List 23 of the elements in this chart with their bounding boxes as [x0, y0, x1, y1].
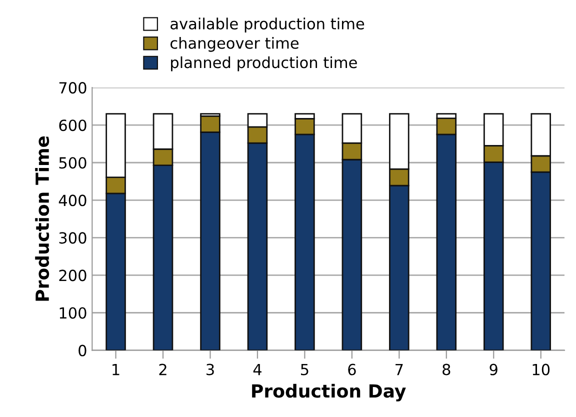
x-axis-title: Production Day: [252, 384, 406, 402]
legend-label: changeover time: [170, 37, 299, 52]
x-tick-label: 3: [206, 364, 214, 376]
y-tick-label: 600: [59, 120, 86, 132]
y-tick-label: 100: [60, 307, 86, 319]
y-tick-label: 200: [59, 270, 86, 282]
y-tick-label: 0: [78, 344, 86, 356]
y-tick-label: 700: [59, 82, 86, 94]
x-tick-label: 6: [348, 364, 356, 376]
x-tick-label: 1: [112, 364, 120, 376]
x-tick-label: 7: [396, 364, 403, 376]
y-tick-label: 500: [59, 157, 86, 169]
legend-label: available production time: [170, 18, 364, 32]
y-axis-title: Production Time: [35, 136, 50, 301]
x-tick-label: 4: [253, 364, 262, 376]
x-tick-label: 2: [159, 364, 166, 376]
x-tick-label: 9: [490, 364, 498, 376]
x-tick-label: 8: [442, 364, 450, 376]
x-tick-label: 10: [532, 364, 550, 376]
y-tick-label: 400: [58, 194, 86, 206]
legend-label: planned production time: [171, 56, 357, 72]
x-tick-label: 5: [301, 364, 308, 376]
y-tick-label: 300: [59, 232, 86, 244]
